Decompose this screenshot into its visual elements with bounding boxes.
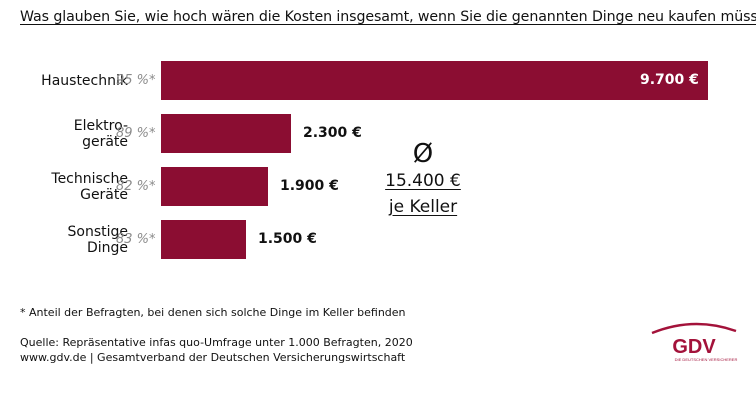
average-symbol: Ø <box>412 139 434 169</box>
chart-title: Was glauben Sie, wie hoch wären die Kost… <box>20 9 756 25</box>
category-label: Sonstige Dinge <box>67 223 129 256</box>
average-value: 15.400 € <box>385 171 461 191</box>
average-box: Ø 15.400 € je Keller <box>373 140 473 220</box>
gdv-logo: GDV DIE DEUTSCHEN VERSICHERER <box>651 322 738 362</box>
source-text: Quelle: Repräsentative infas quo-Umfrage… <box>20 336 413 349</box>
bar <box>161 61 708 100</box>
share-label: 83 %* <box>116 231 156 247</box>
value-label: 9.700 € <box>640 71 699 88</box>
category-label: Technische Geräte <box>51 170 128 203</box>
svg-text:GDV: GDV <box>672 336 716 358</box>
share-label: 89 %* <box>116 125 156 141</box>
publisher-text: www.gdv.de | Gesamtverband der Deutschen… <box>20 351 406 364</box>
bar <box>161 114 291 153</box>
average-label: je Keller <box>388 197 458 217</box>
value-label: 2.300 € <box>303 124 362 141</box>
share-label: 82 %* <box>116 178 156 194</box>
svg-text:DIE DEUTSCHEN VERSICHERER: DIE DEUTSCHEN VERSICHERER <box>675 357 738 362</box>
footnote: * Anteil der Befragten, bei denen sich s… <box>20 306 406 319</box>
bar <box>161 220 246 259</box>
value-label: 1.900 € <box>280 177 339 194</box>
share-label: 95 %* <box>116 72 156 88</box>
category-label: Haustechnik <box>41 72 128 89</box>
bar <box>161 167 268 206</box>
value-label: 1.500 € <box>258 230 317 247</box>
category-label: Elektro- geräte <box>73 117 128 150</box>
